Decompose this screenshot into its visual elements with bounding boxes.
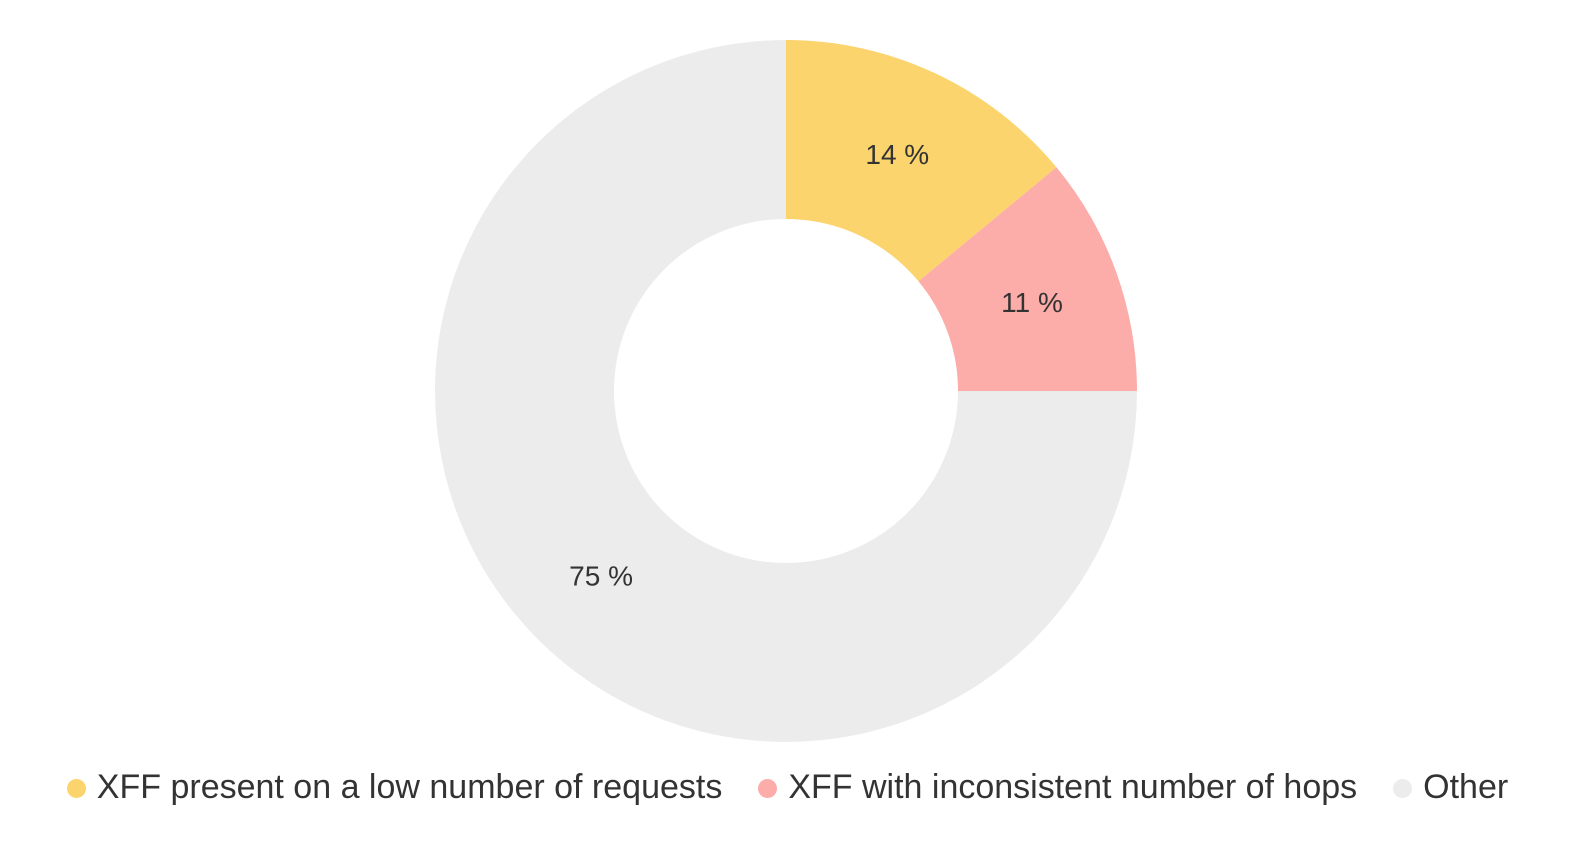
legend-label: XFF present on a low number of requests [96,768,723,807]
legend-label: Other [1423,768,1509,807]
legend-label: XFF with inconsistent number of hops [788,768,1358,807]
slice-percent-label-xff-low-requests: 14 % [865,139,929,170]
legend-item-xff-low-requests[interactable]: XFF present on a low number of requests [66,768,723,807]
legend-item-other[interactable]: Other [1393,768,1508,807]
legend-swatch-icon [1393,778,1413,798]
slice-percent-label-xff-inconsistent-hops: 11 % [1001,287,1063,318]
slice-percent-label-other: 75 % [569,560,633,591]
donut-slice-xff-low-requests[interactable] [786,40,1057,282]
donut-slice-xff-inconsistent-hops[interactable] [918,167,1137,391]
legend-item-xff-inconsistent-hops[interactable]: XFF with inconsistent number of hops [758,768,1357,807]
chart-legend: XFF present on a low number of requests … [0,762,1575,814]
legend-swatch-icon [758,778,778,798]
legend-swatch-icon [66,778,86,798]
donut-slice-other[interactable] [435,40,1137,742]
